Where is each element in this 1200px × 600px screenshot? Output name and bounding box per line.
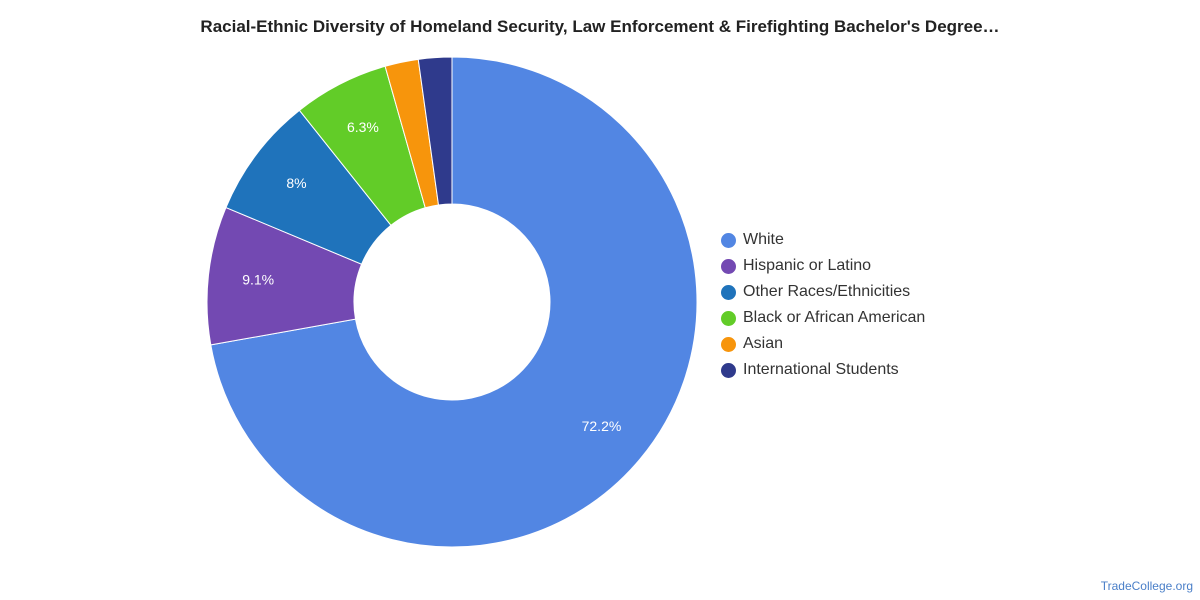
- slice-label-other-races-ethnicities: 8%: [286, 175, 306, 191]
- legend-swatch: [721, 258, 736, 274]
- chart-title: Racial-Ethnic Diversity of Homeland Secu…: [200, 17, 1000, 36]
- legend-item-international-students[interactable]: International Students: [721, 357, 925, 383]
- legend-item-white[interactable]: White: [721, 227, 925, 253]
- chart-legend: White Hispanic or Latino Other Races/Ethni…: [721, 227, 925, 383]
- watermark-link[interactable]: TradeCollege.org: [1100, 579, 1193, 593]
- slice-label-white: 72.2%: [582, 418, 622, 434]
- legend-swatch: [721, 362, 736, 378]
- legend-swatch: [721, 232, 736, 248]
- legend-swatch: [721, 336, 736, 352]
- legend-label: International Students: [743, 361, 899, 378]
- legend-item-hispanic-or-latino[interactable]: Hispanic or Latino: [721, 253, 925, 279]
- slice-label-hispanic-or-latino: 9.1%: [242, 271, 274, 287]
- legend-label: Hispanic or Latino: [743, 257, 872, 274]
- legend-label: Asian: [743, 335, 784, 352]
- legend-swatch: [721, 284, 736, 300]
- legend-item-asian[interactable]: Asian: [721, 331, 925, 357]
- legend-label: Other Races/Ethnicities: [743, 283, 911, 300]
- legend-label: Black or African American: [743, 309, 926, 326]
- slice-white[interactable]: [210, 56, 698, 548]
- legend-swatch: [721, 310, 736, 326]
- legend-item-other-races-ethnicities[interactable]: Other Races/Ethnicities: [721, 279, 925, 305]
- slice-label-black-or-african-american: 6.3%: [347, 119, 379, 135]
- legend-item-black-or-african-american[interactable]: Black or African American: [721, 305, 925, 331]
- legend-label: White: [743, 231, 784, 248]
- slice-international-students[interactable]: [417, 56, 453, 206]
